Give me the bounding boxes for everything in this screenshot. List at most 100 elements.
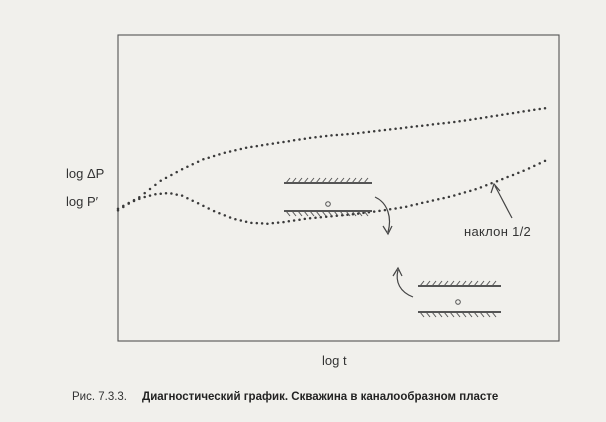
channel-schematic-upper	[284, 177, 372, 217]
derivative-point-57	[420, 201, 424, 205]
derivative-point-64	[458, 192, 461, 196]
pressure-point-46	[362, 131, 365, 134]
derivative-point-67	[474, 188, 477, 191]
pressure-point-77	[527, 109, 531, 112]
pressure-point-52	[394, 127, 397, 131]
derivative-point-59	[431, 199, 435, 202]
pressure-point-33	[292, 139, 296, 142]
pressure-point-40	[330, 134, 333, 137]
hatch-mark	[485, 280, 491, 287]
hatch-mark	[285, 210, 291, 217]
pressure-point-38	[319, 135, 323, 138]
hatch-mark	[431, 311, 437, 318]
derivative-point-69	[485, 184, 488, 187]
derivative-point-78	[533, 164, 536, 168]
pressure-point-15	[196, 160, 200, 164]
pressure-point-54	[404, 126, 408, 129]
pressure-point-7	[154, 183, 157, 187]
derivative-point-27	[260, 222, 264, 225]
derivative-point-23	[239, 219, 243, 222]
derivative-point-66	[469, 189, 472, 193]
hatch-mark	[351, 177, 357, 184]
hatch-mark	[333, 177, 339, 184]
derivative-point-6	[148, 194, 152, 197]
hatch-mark	[467, 280, 473, 287]
hatch-mark	[327, 177, 333, 184]
pressure-point-42	[340, 133, 344, 136]
hatch-mark	[467, 311, 473, 318]
derivative-point-79	[538, 162, 541, 165]
hatch-mark	[303, 177, 309, 184]
derivative-point-7	[154, 192, 157, 196]
derivative-point-15	[196, 202, 200, 205]
derivative-point-18	[212, 209, 216, 213]
derivative-point-52	[394, 207, 397, 210]
derivative-point-25	[250, 221, 253, 225]
pressure-point-34	[298, 138, 301, 141]
pressure-point-5	[143, 191, 146, 195]
derivative-point-58	[426, 200, 429, 203]
pressure-point-8	[159, 179, 162, 183]
pressure-point-66	[469, 118, 472, 121]
hatch-mark	[437, 311, 443, 318]
hatch-mark	[491, 280, 497, 287]
well-symbol	[325, 201, 331, 207]
hatch-mark	[291, 210, 297, 217]
pressure-point-37	[314, 135, 317, 139]
pressure-point-57	[420, 124, 424, 127]
pressure-point-41	[335, 133, 339, 137]
derivative-point-50	[383, 208, 387, 212]
figure-number: Рис. 7.3.3.	[72, 391, 127, 403]
pressure-point-63	[453, 120, 456, 124]
pressure-point-56	[415, 125, 419, 128]
derivative-point-12	[180, 194, 184, 197]
derivative-point-16	[202, 204, 205, 208]
derivative-point-74	[511, 173, 515, 177]
derivative-point-70	[490, 181, 493, 185]
derivative-point-14	[191, 199, 194, 203]
well-symbol	[455, 299, 461, 305]
pressure-point-64	[458, 120, 461, 123]
pressure-point-70	[490, 115, 493, 118]
pressure-point-48	[372, 130, 376, 133]
pressure-point-69	[485, 115, 488, 119]
derivative-point-13	[186, 196, 189, 200]
derivative-point-71	[495, 179, 499, 183]
pressure-point-25	[250, 145, 253, 149]
pressure-point-11	[175, 170, 178, 174]
hatch-mark	[419, 280, 425, 287]
hatch-mark	[479, 311, 485, 318]
derivative-point-10	[170, 192, 173, 195]
hatch-mark	[321, 210, 327, 217]
derivative-point-61	[442, 196, 445, 200]
pressure-point-50	[383, 128, 387, 132]
derivative-point-68	[479, 186, 483, 189]
hatch-mark	[455, 280, 461, 287]
pressure-point-76	[522, 110, 525, 113]
hatch-mark	[363, 177, 369, 184]
hatch-mark	[345, 210, 351, 217]
hatch-mark	[321, 177, 327, 184]
hatch-mark	[437, 280, 443, 287]
pressure-point-6	[148, 187, 152, 191]
derivative-point-4	[138, 197, 141, 201]
hatch-mark	[291, 177, 297, 184]
hatch-mark	[425, 311, 431, 318]
pressure-point-22	[234, 148, 237, 152]
hatch-mark	[333, 210, 339, 217]
pressure-point-24	[244, 146, 248, 150]
hatch-mark	[357, 210, 363, 217]
derivative-point-17	[207, 207, 210, 210]
pointer-arrow-upper	[374, 196, 391, 233]
derivative-point-3	[132, 199, 136, 203]
hatch-mark	[443, 280, 449, 287]
pressure-point-72	[501, 113, 504, 117]
pressure-point-16	[202, 158, 205, 161]
derivative-point-45	[356, 212, 360, 215]
hatch-mark	[297, 210, 303, 217]
pressure-point-79	[538, 107, 541, 111]
pressure-point-19	[218, 153, 221, 156]
hatch-mark	[485, 311, 491, 318]
derivative-point-51	[388, 208, 392, 211]
derivative-point-80	[543, 159, 547, 163]
